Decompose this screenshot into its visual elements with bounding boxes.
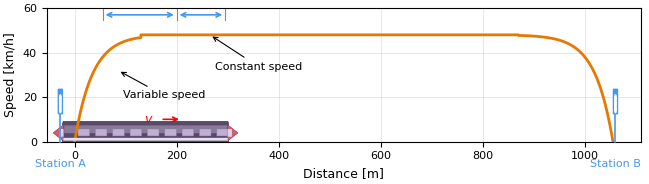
- Text: Station A: Station A: [35, 159, 86, 169]
- Circle shape: [615, 106, 617, 113]
- Text: Variable speed: Variable speed: [121, 72, 205, 100]
- Circle shape: [60, 100, 61, 107]
- Polygon shape: [53, 125, 64, 141]
- Polygon shape: [228, 125, 238, 141]
- FancyBboxPatch shape: [58, 89, 62, 114]
- FancyBboxPatch shape: [64, 125, 227, 133]
- FancyBboxPatch shape: [95, 129, 107, 136]
- FancyBboxPatch shape: [217, 129, 228, 136]
- Circle shape: [60, 106, 61, 113]
- FancyBboxPatch shape: [130, 129, 141, 136]
- FancyBboxPatch shape: [613, 89, 617, 114]
- Circle shape: [615, 100, 617, 107]
- Y-axis label: Speed [km/h]: Speed [km/h]: [4, 33, 17, 117]
- X-axis label: Distance [m]: Distance [m]: [303, 167, 384, 180]
- Text: Station B: Station B: [590, 159, 641, 169]
- Circle shape: [60, 95, 61, 102]
- Circle shape: [615, 95, 617, 102]
- FancyBboxPatch shape: [63, 122, 228, 144]
- FancyBboxPatch shape: [113, 129, 124, 136]
- Text: $v$: $v$: [144, 113, 154, 126]
- FancyBboxPatch shape: [78, 129, 90, 136]
- FancyBboxPatch shape: [228, 129, 232, 137]
- FancyBboxPatch shape: [64, 138, 228, 141]
- FancyBboxPatch shape: [59, 129, 64, 137]
- FancyBboxPatch shape: [147, 129, 159, 136]
- FancyBboxPatch shape: [182, 129, 193, 136]
- FancyBboxPatch shape: [199, 129, 211, 136]
- Text: Constant speed: Constant speed: [214, 37, 302, 72]
- FancyBboxPatch shape: [165, 129, 177, 136]
